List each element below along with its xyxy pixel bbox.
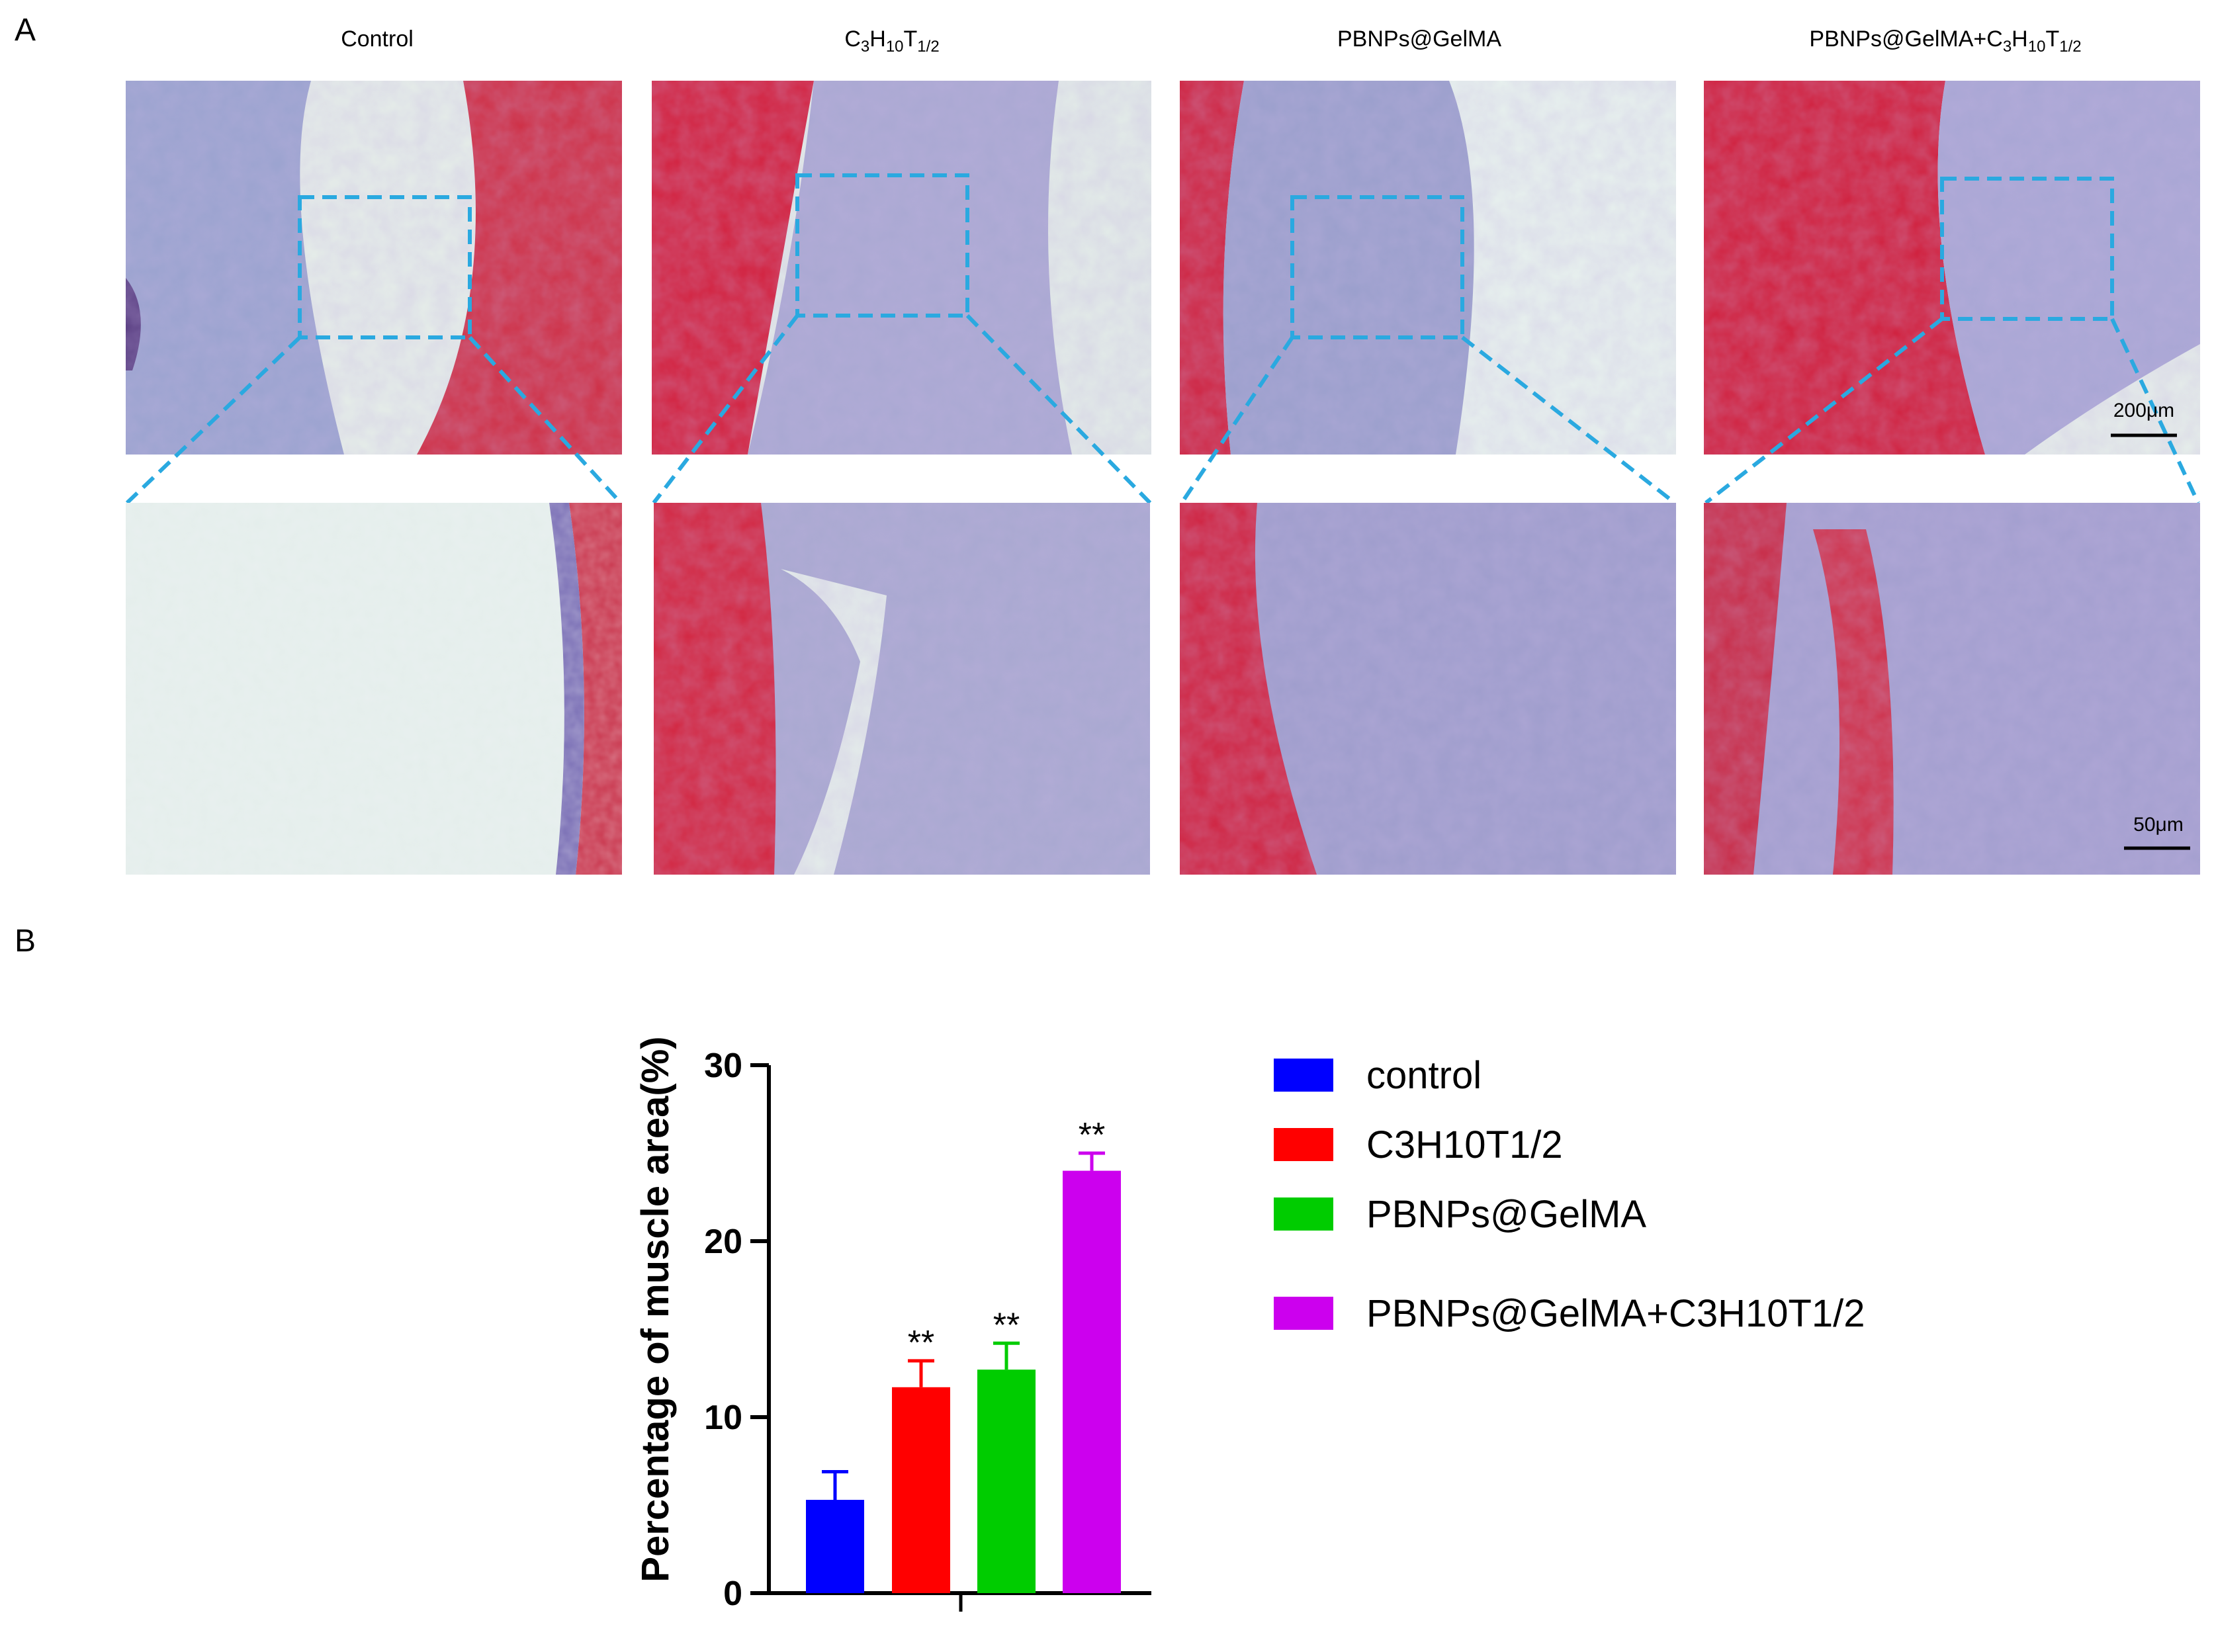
y-tick-label-30: 30	[704, 1047, 742, 1085]
roi-box-c3h10t12	[795, 173, 969, 318]
legend-label-1: C3H10T1/2	[1366, 1123, 1563, 1166]
significance-1: **	[908, 1324, 934, 1362]
y-tick-label-20: 20	[704, 1223, 742, 1261]
roi-box-pbnps-gelma	[1290, 195, 1464, 339]
y-axis-label: Percentage of muscle area(%)	[634, 1036, 677, 1582]
scale-bar-top: 200μm	[2111, 400, 2177, 437]
top-image-control	[126, 81, 622, 455]
top-image-pbnps-gelma-c3h10t12	[1704, 81, 2200, 455]
scale-bar-bottom: 50μm	[2124, 814, 2190, 850]
legend-swatch-1	[1274, 1128, 1333, 1161]
legend-swatch-3	[1274, 1297, 1333, 1330]
group-title-pbnps-gelma: PBNPs@GelMA	[1337, 26, 1501, 52]
legend-swatch-2	[1274, 1197, 1333, 1231]
bottom-image-pbnps-gelma	[1180, 503, 1676, 875]
muscle-area-bar-chart: 0 10 20 30 Percentage of muscle area(%) ** ** *…	[634, 1036, 1865, 1613]
svg-text:200μm: 200μm	[2113, 400, 2174, 421]
roi-box-pbnps-gelma-c3h10t12	[1940, 177, 2114, 321]
roi-box-control	[298, 195, 472, 339]
top-image-c3h10t12	[652, 81, 1151, 455]
bar-2	[977, 1369, 1036, 1593]
panel-a-letter: A	[15, 13, 36, 48]
bar-3	[1063, 1170, 1121, 1593]
bar-0	[806, 1500, 864, 1593]
group-title-c3h10t12: C3H10T1/2	[844, 26, 940, 56]
bar-1	[892, 1387, 950, 1593]
legend-label-2: PBNPs@GelMA	[1366, 1193, 1646, 1236]
panel-b-letter: B	[15, 924, 36, 959]
bottom-image-pbnps-gelma-c3h10t12	[1704, 503, 2200, 875]
legend-swatch-0	[1274, 1059, 1333, 1092]
legend-label-0: control	[1366, 1054, 1482, 1097]
histology-panels: 200μm 50μm	[125, 81, 2200, 875]
svg-text:50μm: 50μm	[2133, 814, 2184, 836]
legend-label-3: PBNPs@GelMA+C3H10T1/2	[1366, 1292, 1865, 1335]
bottom-image-c3h10t12	[654, 503, 1150, 875]
significance-2: **	[993, 1306, 1020, 1344]
y-tick-label-10: 10	[704, 1399, 742, 1437]
group-title-control: Control	[341, 26, 414, 52]
significance-3: **	[1079, 1116, 1105, 1154]
group-title-pbnps-gelma-c3h10t12: PBNPs@GelMA+C3H10T1/2	[1809, 26, 2082, 56]
y-tick-label-0: 0	[723, 1575, 742, 1613]
bottom-image-control	[126, 503, 622, 875]
top-image-pbnps-gelma	[1180, 81, 1676, 455]
